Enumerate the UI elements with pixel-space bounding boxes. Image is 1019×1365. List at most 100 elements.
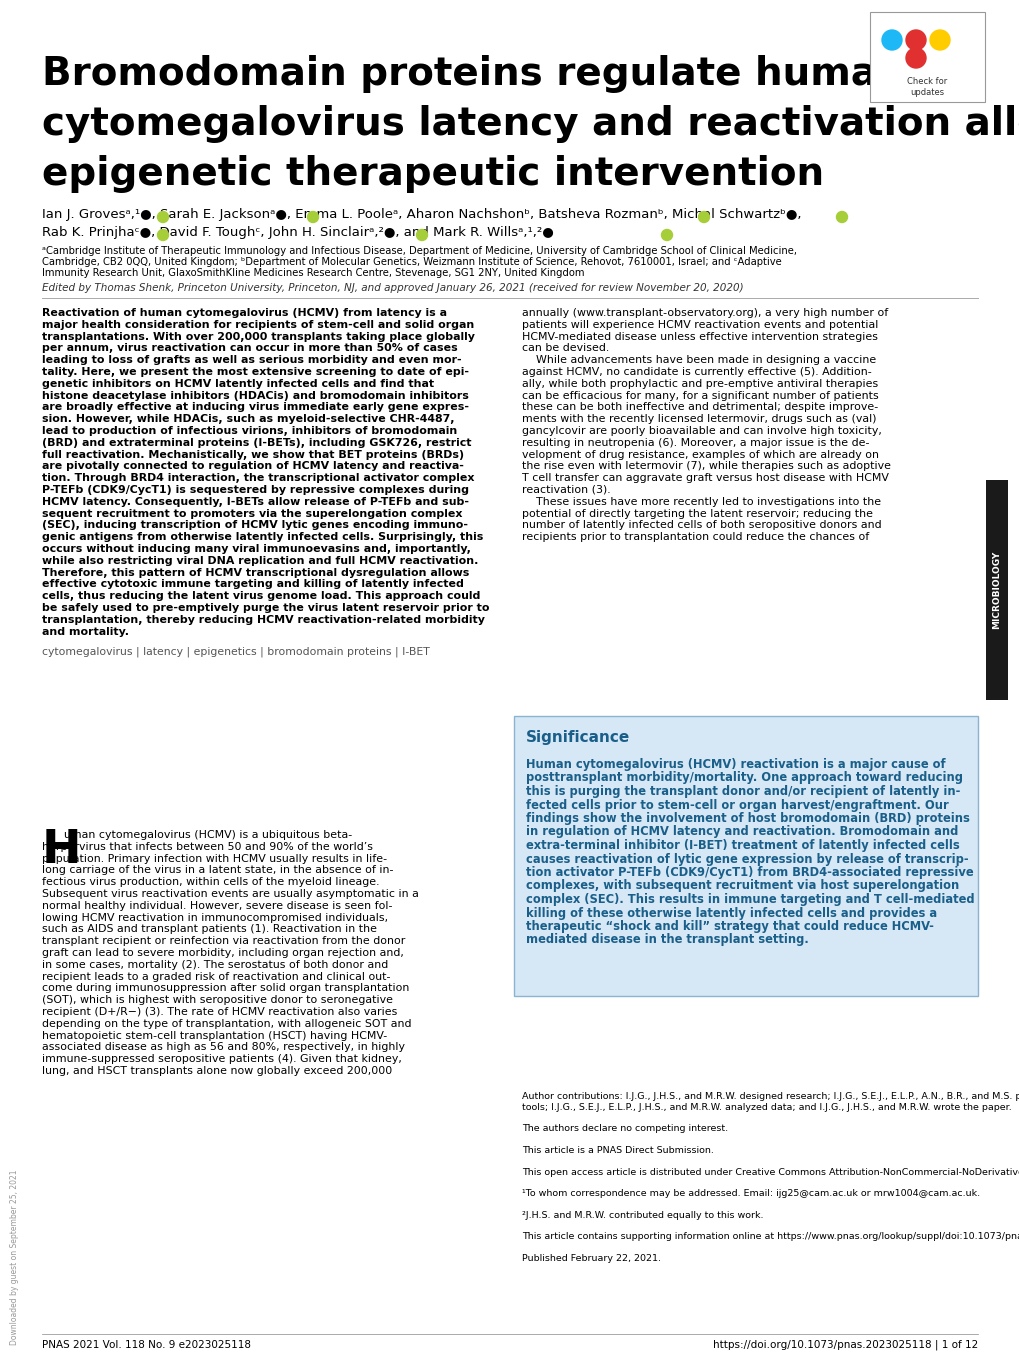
Text: annually (www.transplant-observatory.org), a very high number of: annually (www.transplant-observatory.org… <box>522 308 888 318</box>
Text: Human cytomegalovirus (HCMV) reactivation is a major cause of: Human cytomegalovirus (HCMV) reactivatio… <box>526 758 945 771</box>
Text: resulting in neutropenia (6). Moreover, a major issue is the de-: resulting in neutropenia (6). Moreover, … <box>522 438 868 448</box>
Text: lung, and HSCT transplants alone now globally exceed 200,000: lung, and HSCT transplants alone now glo… <box>42 1066 392 1076</box>
Text: hematopoietic stem-cell transplantation (HSCT) having HCMV-: hematopoietic stem-cell transplantation … <box>42 1031 387 1040</box>
Text: normal healthy individual. However, severe disease is seen fol-: normal healthy individual. However, seve… <box>42 901 392 910</box>
Text: tality. Here, we present the most extensive screening to date of epi-: tality. Here, we present the most extens… <box>42 367 469 377</box>
Text: transplantations. With over 200,000 transplants taking place globally: transplantations. With over 200,000 tran… <box>42 332 475 341</box>
Text: This article is a PNAS Direct Submission.: This article is a PNAS Direct Submission… <box>522 1147 713 1155</box>
Text: complexes, with subsequent recruitment via host superelongation: complexes, with subsequent recruitment v… <box>526 879 958 893</box>
Text: are pivotally connected to regulation of HCMV latency and reactiva-: are pivotally connected to regulation of… <box>42 461 464 471</box>
Circle shape <box>905 48 925 68</box>
Text: Check for
updates: Check for updates <box>907 76 947 97</box>
Text: findings show the involvement of host bromodomain (BRD) proteins: findings show the involvement of host br… <box>526 812 969 824</box>
Text: posttransplant morbidity/mortality. One approach toward reducing: posttransplant morbidity/mortality. One … <box>526 771 962 785</box>
Text: this is purging the transplant donor and/or recipient of latently in-: this is purging the transplant donor and… <box>526 785 960 799</box>
Text: H: H <box>42 829 82 874</box>
Text: velopment of drug resistance, examples of which are already on: velopment of drug resistance, examples o… <box>522 449 878 460</box>
Text: Cambridge, CB2 0QQ, United Kingdom; ᵇDepartment of Molecular Genetics, Weizmann : Cambridge, CB2 0QQ, United Kingdom; ᵇDep… <box>42 257 781 268</box>
Text: ²J.H.S. and M.R.W. contributed equally to this work.: ²J.H.S. and M.R.W. contributed equally t… <box>522 1211 763 1220</box>
Text: lowing HCMV reactivation in immunocompromised individuals,: lowing HCMV reactivation in immunocompro… <box>42 913 388 923</box>
Text: P-TEFb (CDK9/CycT1) is sequestered by repressive complexes during: P-TEFb (CDK9/CycT1) is sequestered by re… <box>42 485 469 495</box>
Text: Downloaded by guest on September 25, 2021: Downloaded by guest on September 25, 202… <box>10 1170 19 1345</box>
Text: recipient (D+/R−) (3). The rate of HCMV reactivation also varies: recipient (D+/R−) (3). The rate of HCMV … <box>42 1007 397 1017</box>
Text: PNAS 2021 Vol. 118 No. 9 e2023025118: PNAS 2021 Vol. 118 No. 9 e2023025118 <box>42 1340 251 1350</box>
Text: While advancements have been made in designing a vaccine: While advancements have been made in des… <box>522 355 875 366</box>
Text: Significance: Significance <box>526 730 630 745</box>
Text: These issues have more recently led to investigations into the: These issues have more recently led to i… <box>522 497 880 506</box>
Text: Rab K. Prinjhaᶜ●, David F. Toughᶜ, John H. Sinclairᵃ,²●, and Mark R. Willsᵃ,¹,²●: Rab K. Prinjhaᶜ●, David F. Toughᶜ, John … <box>42 227 553 239</box>
Text: tion. Through BRD4 interaction, the transcriptional activator complex: tion. Through BRD4 interaction, the tran… <box>42 474 474 483</box>
Text: Ian J. Grovesᵃ,¹●, Sarah E. Jacksonᵃ●, Emma L. Pooleᵃ, Aharon Nachshonᵇ, Batshev: Ian J. Grovesᵃ,¹●, Sarah E. Jacksonᵃ●, E… <box>42 207 801 221</box>
Text: lead to production of infectious virions, inhibitors of bromodomain: lead to production of infectious virions… <box>42 426 457 435</box>
Text: fected cells prior to stem-cell or organ harvest/engraftment. Our: fected cells prior to stem-cell or organ… <box>526 799 948 812</box>
Text: can be devised.: can be devised. <box>522 344 608 354</box>
Text: ments with the recently licensed letermovir, drugs such as (val): ments with the recently licensed letermo… <box>522 414 875 425</box>
Text: The authors declare no competing interest.: The authors declare no competing interes… <box>522 1125 728 1133</box>
Text: fectious virus production, within cells of the myeloid lineage.: fectious virus production, within cells … <box>42 878 379 887</box>
Text: per annum, virus reactivation can occur in more than 50% of cases: per annum, virus reactivation can occur … <box>42 344 458 354</box>
Text: (SEC), inducing transcription of HCMV lytic genes encoding immuno-: (SEC), inducing transcription of HCMV ly… <box>42 520 468 531</box>
Text: major health consideration for recipients of stem-cell and solid organ: major health consideration for recipient… <box>42 319 474 330</box>
Text: ᵃCambridge Institute of Therapeutic Immunology and Infectious Disease, Departmen: ᵃCambridge Institute of Therapeutic Immu… <box>42 246 796 257</box>
Text: these can be both ineffective and detrimental; despite improve-: these can be both ineffective and detrim… <box>522 403 877 412</box>
Text: occurs without inducing many viral immunoevasins and, importantly,: occurs without inducing many viral immun… <box>42 545 471 554</box>
Text: leading to loss of grafts as well as serious morbidity and even mor-: leading to loss of grafts as well as ser… <box>42 355 462 366</box>
Text: mediated disease in the transplant setting.: mediated disease in the transplant setti… <box>526 934 808 946</box>
Text: Subsequent virus reactivation events are usually asymptomatic in a: Subsequent virus reactivation events are… <box>42 889 419 900</box>
Text: causes reactivation of lytic gene expression by release of transcrip-: causes reactivation of lytic gene expres… <box>526 853 968 865</box>
Text: long carriage of the virus in a latent state, in the absence of in-: long carriage of the virus in a latent s… <box>42 865 393 875</box>
Text: sion. However, while HDACis, such as myeloid-selective CHR-4487,: sion. However, while HDACis, such as mye… <box>42 414 454 425</box>
Text: sequent recruitment to promoters via the superelongation complex: sequent recruitment to promoters via the… <box>42 509 462 519</box>
Circle shape <box>836 212 847 222</box>
Circle shape <box>157 212 168 222</box>
Circle shape <box>416 229 427 240</box>
Text: T cell transfer can aggravate graft versus host disease with HCMV: T cell transfer can aggravate graft vers… <box>522 474 888 483</box>
Text: HCMV-mediated disease unless effective intervention strategies: HCMV-mediated disease unless effective i… <box>522 332 877 341</box>
Text: ally, while both prophylactic and pre-emptive antiviral therapies: ally, while both prophylactic and pre-em… <box>522 379 877 389</box>
Circle shape <box>881 30 901 51</box>
Circle shape <box>929 30 949 51</box>
Text: uman cytomegalovirus (HCMV) is a ubiquitous beta-: uman cytomegalovirus (HCMV) is a ubiquit… <box>64 830 352 839</box>
Text: and mortality.: and mortality. <box>42 627 128 636</box>
Text: recipient leads to a graded risk of reactivation and clinical out-: recipient leads to a graded risk of reac… <box>42 972 390 981</box>
Text: associated disease as high as 56 and 80%, respectively, in highly: associated disease as high as 56 and 80%… <box>42 1043 405 1052</box>
Text: in some cases, mortality (2). The serostatus of both donor and: in some cases, mortality (2). The serost… <box>42 960 388 969</box>
Text: histone deacetylase inhibitors (HDACis) and bromodomain inhibitors: histone deacetylase inhibitors (HDACis) … <box>42 390 469 400</box>
Circle shape <box>698 212 709 222</box>
Text: cells, thus reducing the latent virus genome load. This approach could: cells, thus reducing the latent virus ge… <box>42 591 480 601</box>
Circle shape <box>307 212 318 222</box>
Text: MICROBIOLOGY: MICROBIOLOGY <box>991 551 1001 629</box>
Text: extra-terminal inhibitor (I-BET) treatment of latently infected cells: extra-terminal inhibitor (I-BET) treatme… <box>526 839 959 852</box>
Text: come during immunosuppression after solid organ transplantation: come during immunosuppression after soli… <box>42 983 409 994</box>
Text: in regulation of HCMV latency and reactivation. Bromodomain and: in regulation of HCMV latency and reacti… <box>526 826 958 838</box>
Text: gancylcovir are poorly bioavailable and can involve high toxicity,: gancylcovir are poorly bioavailable and … <box>522 426 881 435</box>
Text: Reactivation of human cytomegalovirus (HCMV) from latency is a: Reactivation of human cytomegalovirus (H… <box>42 308 446 318</box>
Text: Therefore, this pattern of HCMV transcriptional dysregulation allows: Therefore, this pattern of HCMV transcri… <box>42 568 469 577</box>
Text: tion activator P-TEFb (CDK9/CycT1) from BRD4-associated repressive: tion activator P-TEFb (CDK9/CycT1) from … <box>526 865 973 879</box>
Text: tools; I.J.G., S.E.J., E.L.P., J.H.S., and M.R.W. analyzed data; and I.J.G., J.H: tools; I.J.G., S.E.J., E.L.P., J.H.S., a… <box>522 1103 1011 1112</box>
Text: cytomegalovirus latency and reactivation allowing: cytomegalovirus latency and reactivation… <box>42 105 1019 143</box>
Text: against HCMV, no candidate is currently effective (5). Addition-: against HCMV, no candidate is currently … <box>522 367 871 377</box>
Text: transplant recipient or reinfection via reactivation from the donor: transplant recipient or reinfection via … <box>42 936 405 946</box>
Text: transplantation, thereby reducing HCMV reactivation-related morbidity: transplantation, thereby reducing HCMV r… <box>42 614 484 625</box>
Text: potential of directly targeting the latent reservoir; reducing the: potential of directly targeting the late… <box>522 509 872 519</box>
Bar <box>985 480 1007 700</box>
Text: therapeutic “shock and kill” strategy that could reduce HCMV-: therapeutic “shock and kill” strategy th… <box>526 920 933 934</box>
Text: Published February 22, 2021.: Published February 22, 2021. <box>522 1254 660 1263</box>
Text: reactivation (3).: reactivation (3). <box>522 485 610 495</box>
Text: https://doi.org/10.1073/pnas.2023025118 | 1 of 12: https://doi.org/10.1073/pnas.2023025118 … <box>712 1340 977 1350</box>
Text: Bromodomain proteins regulate human: Bromodomain proteins regulate human <box>42 55 904 93</box>
Text: while also restricting viral DNA replication and full HCMV reactivation.: while also restricting viral DNA replica… <box>42 556 478 566</box>
Text: patients will experience HCMV reactivation events and potential: patients will experience HCMV reactivati… <box>522 319 877 330</box>
Text: (SOT), which is highest with seropositive donor to seronegative: (SOT), which is highest with seropositiv… <box>42 995 392 1005</box>
Circle shape <box>905 30 925 51</box>
Bar <box>869 12 984 102</box>
Text: HCMV latency. Consequently, I-BETs allow release of P-TEFb and sub-: HCMV latency. Consequently, I-BETs allow… <box>42 497 469 506</box>
Text: are broadly effective at inducing virus immediate early gene expres-: are broadly effective at inducing virus … <box>42 403 469 412</box>
Text: killing of these otherwise latently infected cells and provides a: killing of these otherwise latently infe… <box>526 906 936 920</box>
Text: graft can lead to severe morbidity, including organ rejection and,: graft can lead to severe morbidity, incl… <box>42 949 404 958</box>
Text: depending on the type of transplantation, with allogeneic SOT and: depending on the type of transplantation… <box>42 1018 411 1029</box>
Text: cytomegalovirus | latency | epigenetics | bromodomain proteins | I-BET: cytomegalovirus | latency | epigenetics … <box>42 647 429 657</box>
Text: population. Primary infection with HCMV usually results in life-: population. Primary infection with HCMV … <box>42 853 387 864</box>
FancyBboxPatch shape <box>514 717 977 996</box>
